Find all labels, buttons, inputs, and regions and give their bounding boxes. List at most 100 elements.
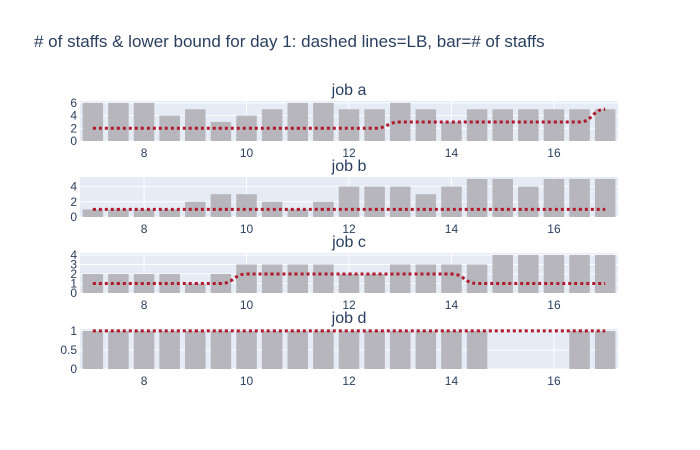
x-tick-label: 16 (547, 222, 561, 236)
x-tick-label: 12 (342, 222, 356, 236)
staff-bar (543, 254, 565, 293)
y-tick-label: 4 (70, 180, 77, 194)
y-tick-label: 2 (70, 195, 77, 209)
staff-bar (210, 194, 232, 217)
y-tick-label: 0.5 (60, 343, 77, 357)
staff-bar (492, 109, 513, 141)
y-tick-label: 0 (70, 134, 77, 148)
x-tick-label: 12 (342, 374, 356, 388)
staff-bar (415, 194, 437, 217)
staff-bar (108, 209, 129, 217)
staff-bar (236, 115, 257, 141)
staff-bar (210, 121, 232, 141)
staff-bar (287, 264, 309, 293)
subplot-title: job a (331, 82, 367, 99)
staff-bar (338, 273, 360, 293)
staff-bar (569, 178, 590, 217)
staff-bar (313, 330, 334, 369)
staff-bar (466, 264, 488, 293)
staff-bar (185, 109, 206, 141)
staff-bar (569, 330, 590, 369)
staff-bar (236, 264, 257, 293)
subplot-title: job c (331, 234, 366, 251)
staff-bar (185, 330, 206, 369)
chart-title: # of staffs & lower bound for day 1: das… (34, 32, 545, 51)
staff-bar (287, 330, 309, 369)
staff-bar (441, 186, 462, 217)
staff-bar (466, 109, 488, 141)
staff-bar (261, 330, 283, 369)
staff-bar (364, 109, 385, 141)
staff-bar (159, 330, 180, 369)
subplot-2: 024 8 10 12 14 16 job b (70, 158, 618, 236)
staff-bar (185, 283, 206, 293)
staff-bar (441, 330, 462, 369)
x-tick-label: 14 (445, 222, 459, 236)
y-tick-label: 1 (70, 324, 77, 338)
y-tick-label: 0 (70, 362, 77, 376)
y-tick-label: 2 (70, 267, 77, 281)
subplot-4: 0 0.5 1 8 10 12 14 16 job d (60, 310, 618, 388)
staff-bar (313, 102, 334, 141)
staff-bar (133, 330, 155, 369)
y-tick-label: 1 (70, 276, 77, 290)
staff-bar (594, 254, 616, 293)
staff-bar (133, 102, 155, 141)
staff-bar (492, 254, 513, 293)
staff-bar (594, 109, 616, 141)
x-tick-label: 8 (141, 298, 148, 312)
staff-bar (466, 178, 488, 217)
x-tick-label: 8 (141, 146, 148, 160)
staff-bar (441, 264, 462, 293)
staff-bar (261, 109, 283, 141)
staff-bar (261, 201, 283, 217)
staff-bar (364, 186, 385, 217)
staff-bar (389, 330, 411, 369)
staff-bar (82, 102, 104, 141)
x-tick-label: 8 (141, 222, 148, 236)
staff-bar (466, 330, 488, 369)
staff-bar (594, 178, 616, 217)
x-tick-label: 16 (547, 374, 561, 388)
staff-bar (338, 109, 360, 141)
staff-bar (82, 330, 104, 369)
y-tick-label: 0 (70, 210, 77, 224)
x-tick-label: 10 (240, 222, 254, 236)
x-tick-label: 14 (445, 374, 459, 388)
staff-bar (338, 186, 360, 217)
staff-bar (518, 109, 539, 141)
y-tick-label: 2 (70, 121, 77, 135)
y-tick-label: 0 (70, 286, 77, 300)
staff-bar (518, 254, 539, 293)
staff-bar (569, 254, 590, 293)
staff-bar (441, 121, 462, 141)
x-tick-label: 16 (547, 146, 561, 160)
y-tick-label: 6 (70, 96, 77, 110)
y-tick-label: 4 (70, 109, 77, 123)
staff-bar (313, 264, 334, 293)
x-tick-label: 14 (445, 298, 459, 312)
staff-bar (569, 109, 590, 141)
y-tick-label: 4 (70, 248, 77, 262)
staff-bar (82, 209, 104, 217)
staff-bar (210, 330, 232, 369)
y-tick-label: 3 (70, 257, 77, 271)
x-tick-label: 12 (342, 298, 356, 312)
staff-bar (159, 209, 180, 217)
staff-bar (236, 330, 257, 369)
staff-bar (108, 330, 129, 369)
x-tick-label: 14 (445, 146, 459, 160)
staff-bar (133, 209, 155, 217)
lower-bound-line (92, 272, 606, 285)
staff-bar (159, 273, 180, 293)
staff-bar (389, 186, 411, 217)
staff-bar (364, 330, 385, 369)
staff-bar (415, 109, 437, 141)
staff-bar (133, 273, 155, 293)
subplot-title: job b (331, 158, 367, 175)
x-tick-label: 16 (547, 298, 561, 312)
